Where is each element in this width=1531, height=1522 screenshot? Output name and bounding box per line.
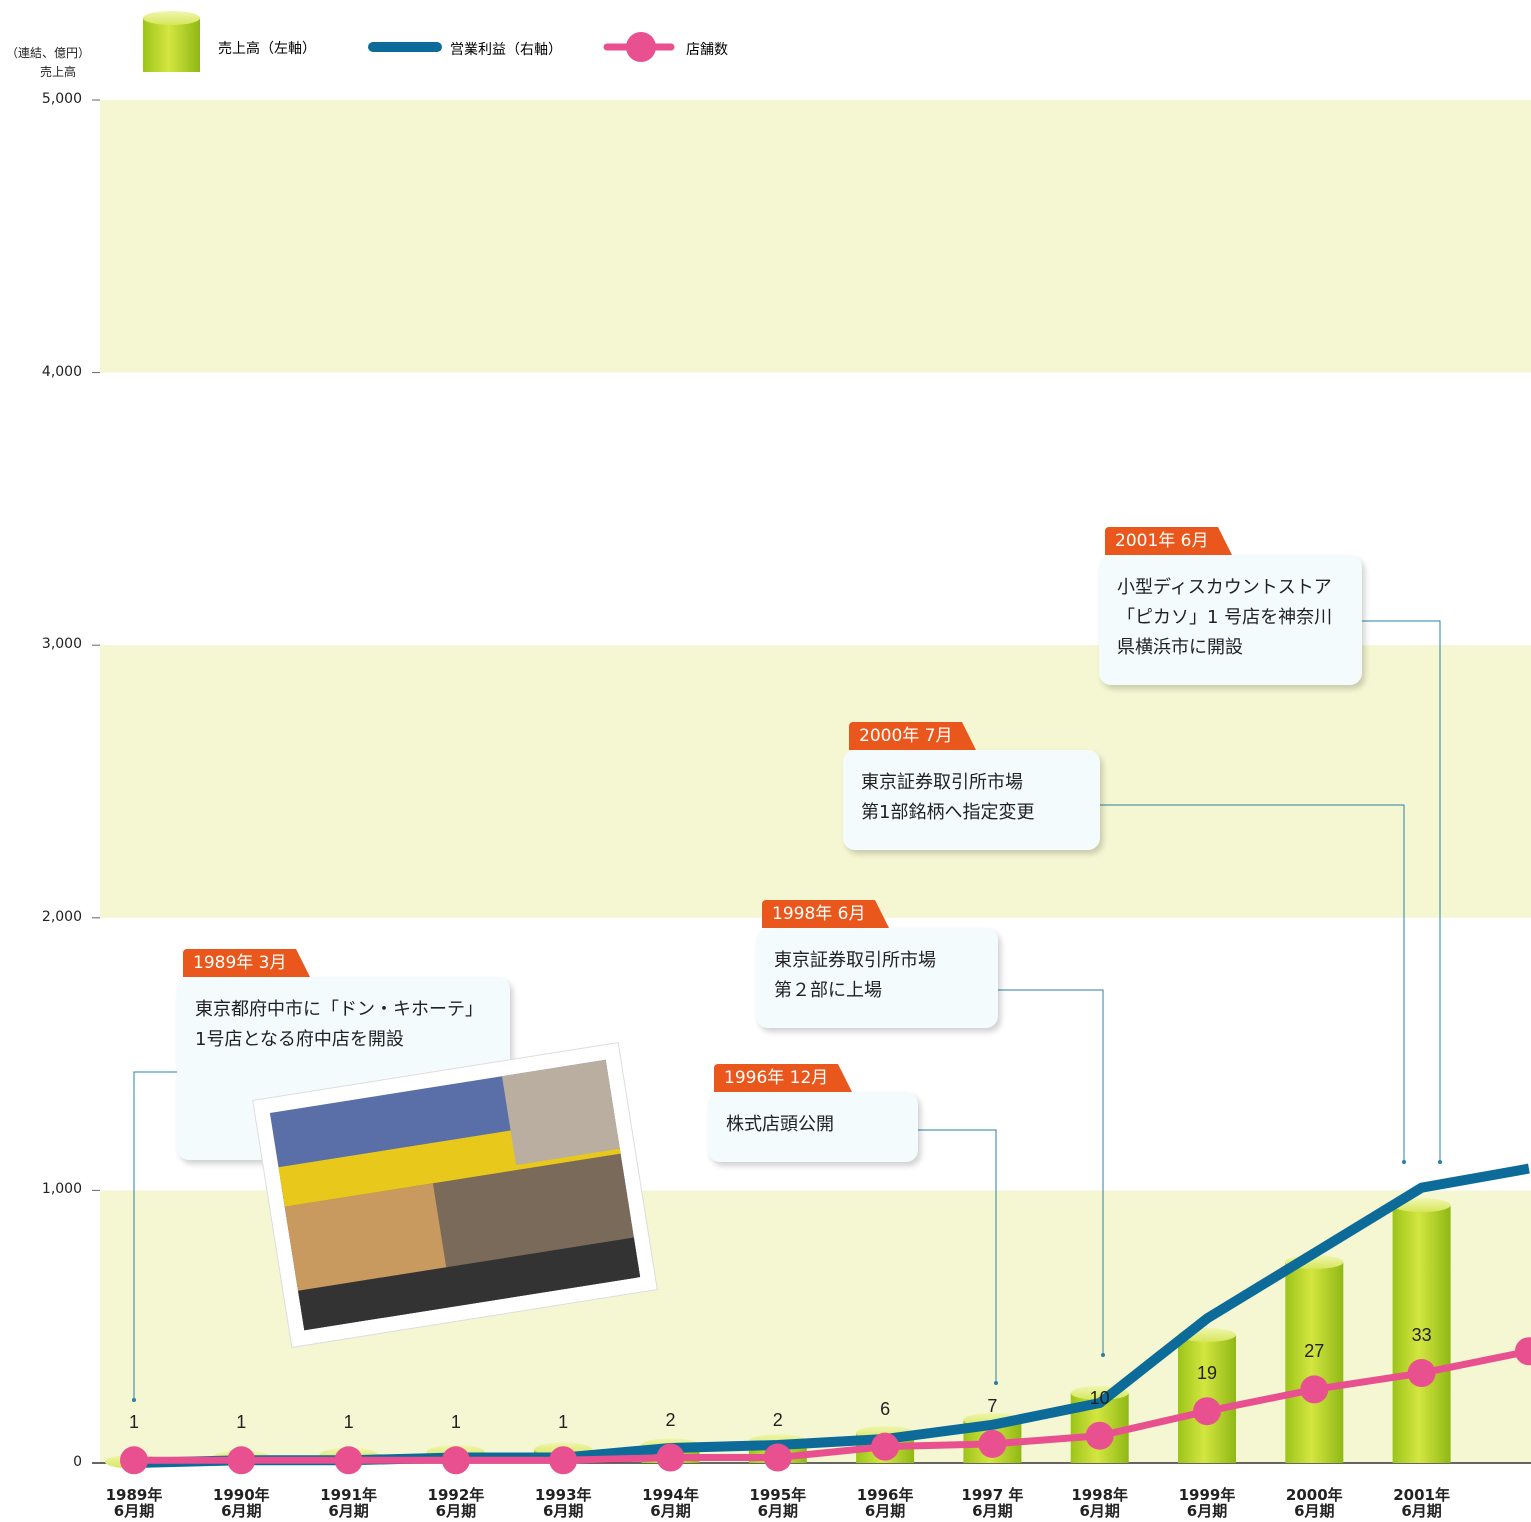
leader-line [918,1129,997,1383]
data-label: 1 [450,1412,461,1433]
axis-title: （連結、億円） [6,46,91,60]
data-label: 1 [558,1412,569,1433]
marker [334,1446,363,1475]
y-tick-label: 3,000 [41,636,82,653]
legend-icon [143,11,200,25]
data-label: 1 [236,1412,247,1433]
marker [1514,1337,1531,1366]
annotation-date: 1996年 12月 [714,1064,853,1092]
data-label: 1 [343,1412,354,1433]
leader-line [998,989,1104,1355]
x-tick-label: 1991年 6月期 [320,1486,377,1520]
annotation-text: 小型ディスカウントストア 「ピカソ」1 号店を神奈川 県横浜市に開設 [1099,555,1362,685]
legend-icon [626,32,656,62]
data-label: 19 [1196,1363,1218,1384]
leader-line [133,1071,177,1400]
leader-dot [132,1398,136,1402]
data-label: 1 [128,1412,139,1433]
leader-line [1362,620,1441,1162]
x-tick-label: 1998年 6月期 [1071,1486,1129,1520]
marker [549,1446,578,1475]
x-tick-label: 1992年 6月期 [427,1486,485,1520]
x-tick-label: 1995年 6月期 [749,1486,807,1520]
band [100,100,1531,373]
x-tick-label: 1996年 6月期 [856,1486,914,1520]
marker [227,1446,256,1475]
leader-dot [994,1381,998,1385]
marker [1407,1359,1436,1388]
data-label: 6 [880,1398,891,1419]
data-label: 2 [772,1409,783,1430]
y-tick-label: 1,000 [41,1181,82,1198]
leader-dot [1101,1353,1105,1357]
marker [1300,1375,1329,1404]
x-tick-label: 1990年 6月期 [212,1486,270,1520]
data-label: 27 [1304,1341,1325,1362]
legend-label: 売上高（左軸） [218,41,316,57]
data-label: 7 [987,1395,998,1416]
marker [656,1443,685,1472]
x-tick-label: 1993年 6月期 [534,1486,592,1520]
data-label: 10 [1089,1387,1110,1408]
y-tick-label: 5,000 [41,91,82,107]
data-label: 2 [665,1409,676,1430]
annotation-text: 東京証券取引所市場 第1部銘柄へ指定変更 [843,750,1100,850]
annotation-text: 東京証券取引所市場 第２部に上場 [756,928,998,1028]
y-tick-label: 2,000 [41,908,82,925]
legend-label: 営業利益（右軸） [450,42,562,58]
annotation-date: 1998年 6月 [762,900,891,928]
x-tick-label: 2001年 6月期 [1393,1486,1450,1520]
marker [120,1446,148,1475]
marker [441,1446,470,1475]
y-tick-label: 0 [73,1454,82,1470]
x-tick-label: 1989年 6月期 [105,1486,163,1520]
marker [1085,1421,1114,1450]
data-label: 33 [1411,1325,1432,1346]
leader-line [1100,804,1405,1162]
axis-label: 売上高 [40,65,77,79]
marker [763,1443,792,1472]
x-tick-label: 1997 年 6月期 [961,1486,1024,1520]
bar [1285,1262,1344,1463]
bar [1392,1205,1451,1463]
band [100,645,1531,918]
annotation-text: 東京都府中市に「ドン・キホーテ」 1号店となる府中店を開設 [177,977,510,1160]
x-tick-label: 2000年 6月期 [1285,1486,1343,1520]
annotation-text: 株式店頭公開 [708,1092,918,1162]
marker [978,1429,1007,1458]
marker [1193,1397,1221,1426]
leader-dot [1438,1160,1442,1164]
legend-icon [143,18,200,72]
x-tick-label: 1994年 6月期 [642,1486,699,1520]
marker [871,1432,900,1461]
leader-dot [1402,1160,1406,1164]
line [134,1347,1530,1464]
annotation-date: 1989年 3月 [183,949,312,977]
x-tick-label: 1999年 6月期 [1178,1486,1236,1520]
annotation-date: 2000年 7月 [849,722,978,750]
y-tick-label: 4,000 [41,363,82,380]
annotation-date: 2001年 6月 [1105,527,1234,555]
legend-label: 店舗数 [686,42,728,58]
